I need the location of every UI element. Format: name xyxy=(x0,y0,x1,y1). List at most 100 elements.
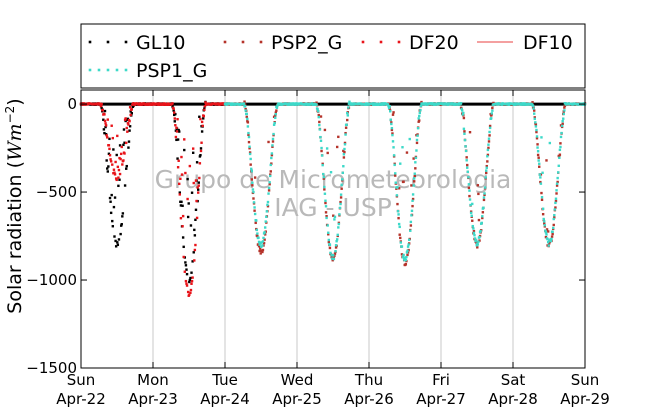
data-point xyxy=(180,173,184,176)
data-point xyxy=(175,138,178,142)
data-point xyxy=(321,163,324,167)
data-point xyxy=(563,109,566,112)
data-point xyxy=(319,139,323,142)
data-point xyxy=(551,230,554,234)
data-point xyxy=(271,140,275,143)
data-point xyxy=(411,197,415,201)
data-point xyxy=(487,137,491,140)
x-tick-day: Tue xyxy=(211,371,238,389)
data-point xyxy=(561,122,564,126)
data-point xyxy=(188,293,191,297)
y-axis-label-exponent: −2 xyxy=(3,106,17,124)
data-point xyxy=(176,157,179,160)
legend-swatch-dot xyxy=(259,40,263,44)
data-point xyxy=(128,106,132,109)
data-point xyxy=(111,219,114,223)
data-point xyxy=(178,191,181,194)
data-point xyxy=(270,162,273,165)
data-point xyxy=(402,253,405,257)
data-point xyxy=(534,121,537,124)
data-point xyxy=(324,201,327,205)
data-point xyxy=(125,126,128,130)
data-point xyxy=(551,226,555,230)
legend-swatch-dot xyxy=(106,68,110,72)
x-tick-day: Wed xyxy=(281,371,314,389)
data-point xyxy=(541,212,545,216)
data-point xyxy=(408,137,411,141)
data-point xyxy=(412,184,415,187)
data-point xyxy=(196,186,199,189)
data-point xyxy=(203,108,206,112)
data-point xyxy=(539,176,542,179)
data-point xyxy=(265,215,268,218)
plot-background xyxy=(81,90,585,368)
data-point xyxy=(468,198,472,201)
legend-swatch-dot xyxy=(106,40,110,44)
data-point xyxy=(543,220,546,223)
data-point xyxy=(390,128,394,132)
data-point xyxy=(536,150,540,153)
data-point xyxy=(114,245,118,248)
data-point xyxy=(190,279,194,283)
data-point xyxy=(537,156,540,159)
data-point xyxy=(186,197,189,201)
data-point xyxy=(410,214,413,217)
data-point xyxy=(186,177,189,181)
data-point xyxy=(339,200,342,204)
data-point xyxy=(195,199,198,203)
data-point xyxy=(253,209,256,212)
data-point xyxy=(544,235,548,239)
data-point xyxy=(556,180,559,184)
data-point xyxy=(103,109,107,113)
data-point xyxy=(391,132,394,135)
data-point xyxy=(183,148,186,152)
data-point xyxy=(243,104,247,108)
data-point xyxy=(119,232,122,236)
data-point xyxy=(488,126,492,130)
data-point xyxy=(124,119,127,123)
watermark-line: IAG - USP xyxy=(274,193,392,222)
data-point xyxy=(261,250,264,254)
data-point xyxy=(324,211,328,214)
data-point xyxy=(261,240,265,243)
legend-swatch-dot xyxy=(97,68,101,72)
data-point xyxy=(179,204,183,207)
data-point xyxy=(198,176,201,180)
data-point xyxy=(267,192,270,195)
y-axis-label-suffix: ) xyxy=(4,98,26,105)
data-point xyxy=(324,199,327,202)
data-point xyxy=(555,184,559,187)
data-point xyxy=(554,197,558,200)
data-point xyxy=(546,238,549,241)
data-point xyxy=(390,126,394,130)
data-point xyxy=(181,204,184,207)
data-point xyxy=(188,164,192,168)
data-point xyxy=(416,126,420,130)
data-point xyxy=(407,243,410,246)
x-tick-day: Mon xyxy=(137,371,169,389)
data-point xyxy=(413,180,416,183)
data-point xyxy=(199,147,203,150)
data-point xyxy=(323,128,327,132)
data-point xyxy=(245,112,248,116)
data-point xyxy=(190,271,193,274)
data-point xyxy=(485,166,488,169)
data-point xyxy=(323,192,327,195)
data-point xyxy=(474,239,478,242)
data-point xyxy=(535,135,539,138)
data-point xyxy=(324,205,328,208)
data-point xyxy=(112,148,115,151)
data-point xyxy=(416,134,419,137)
data-point xyxy=(191,276,194,279)
data-point xyxy=(468,194,471,198)
data-point xyxy=(252,201,256,204)
x-tick-day: Sat xyxy=(501,371,526,389)
data-point xyxy=(99,104,103,108)
data-point xyxy=(553,213,556,217)
data-point xyxy=(116,243,120,247)
data-point xyxy=(175,126,178,130)
data-point xyxy=(546,230,550,233)
data-point xyxy=(127,123,130,126)
data-point xyxy=(534,125,538,128)
data-point xyxy=(466,170,469,174)
